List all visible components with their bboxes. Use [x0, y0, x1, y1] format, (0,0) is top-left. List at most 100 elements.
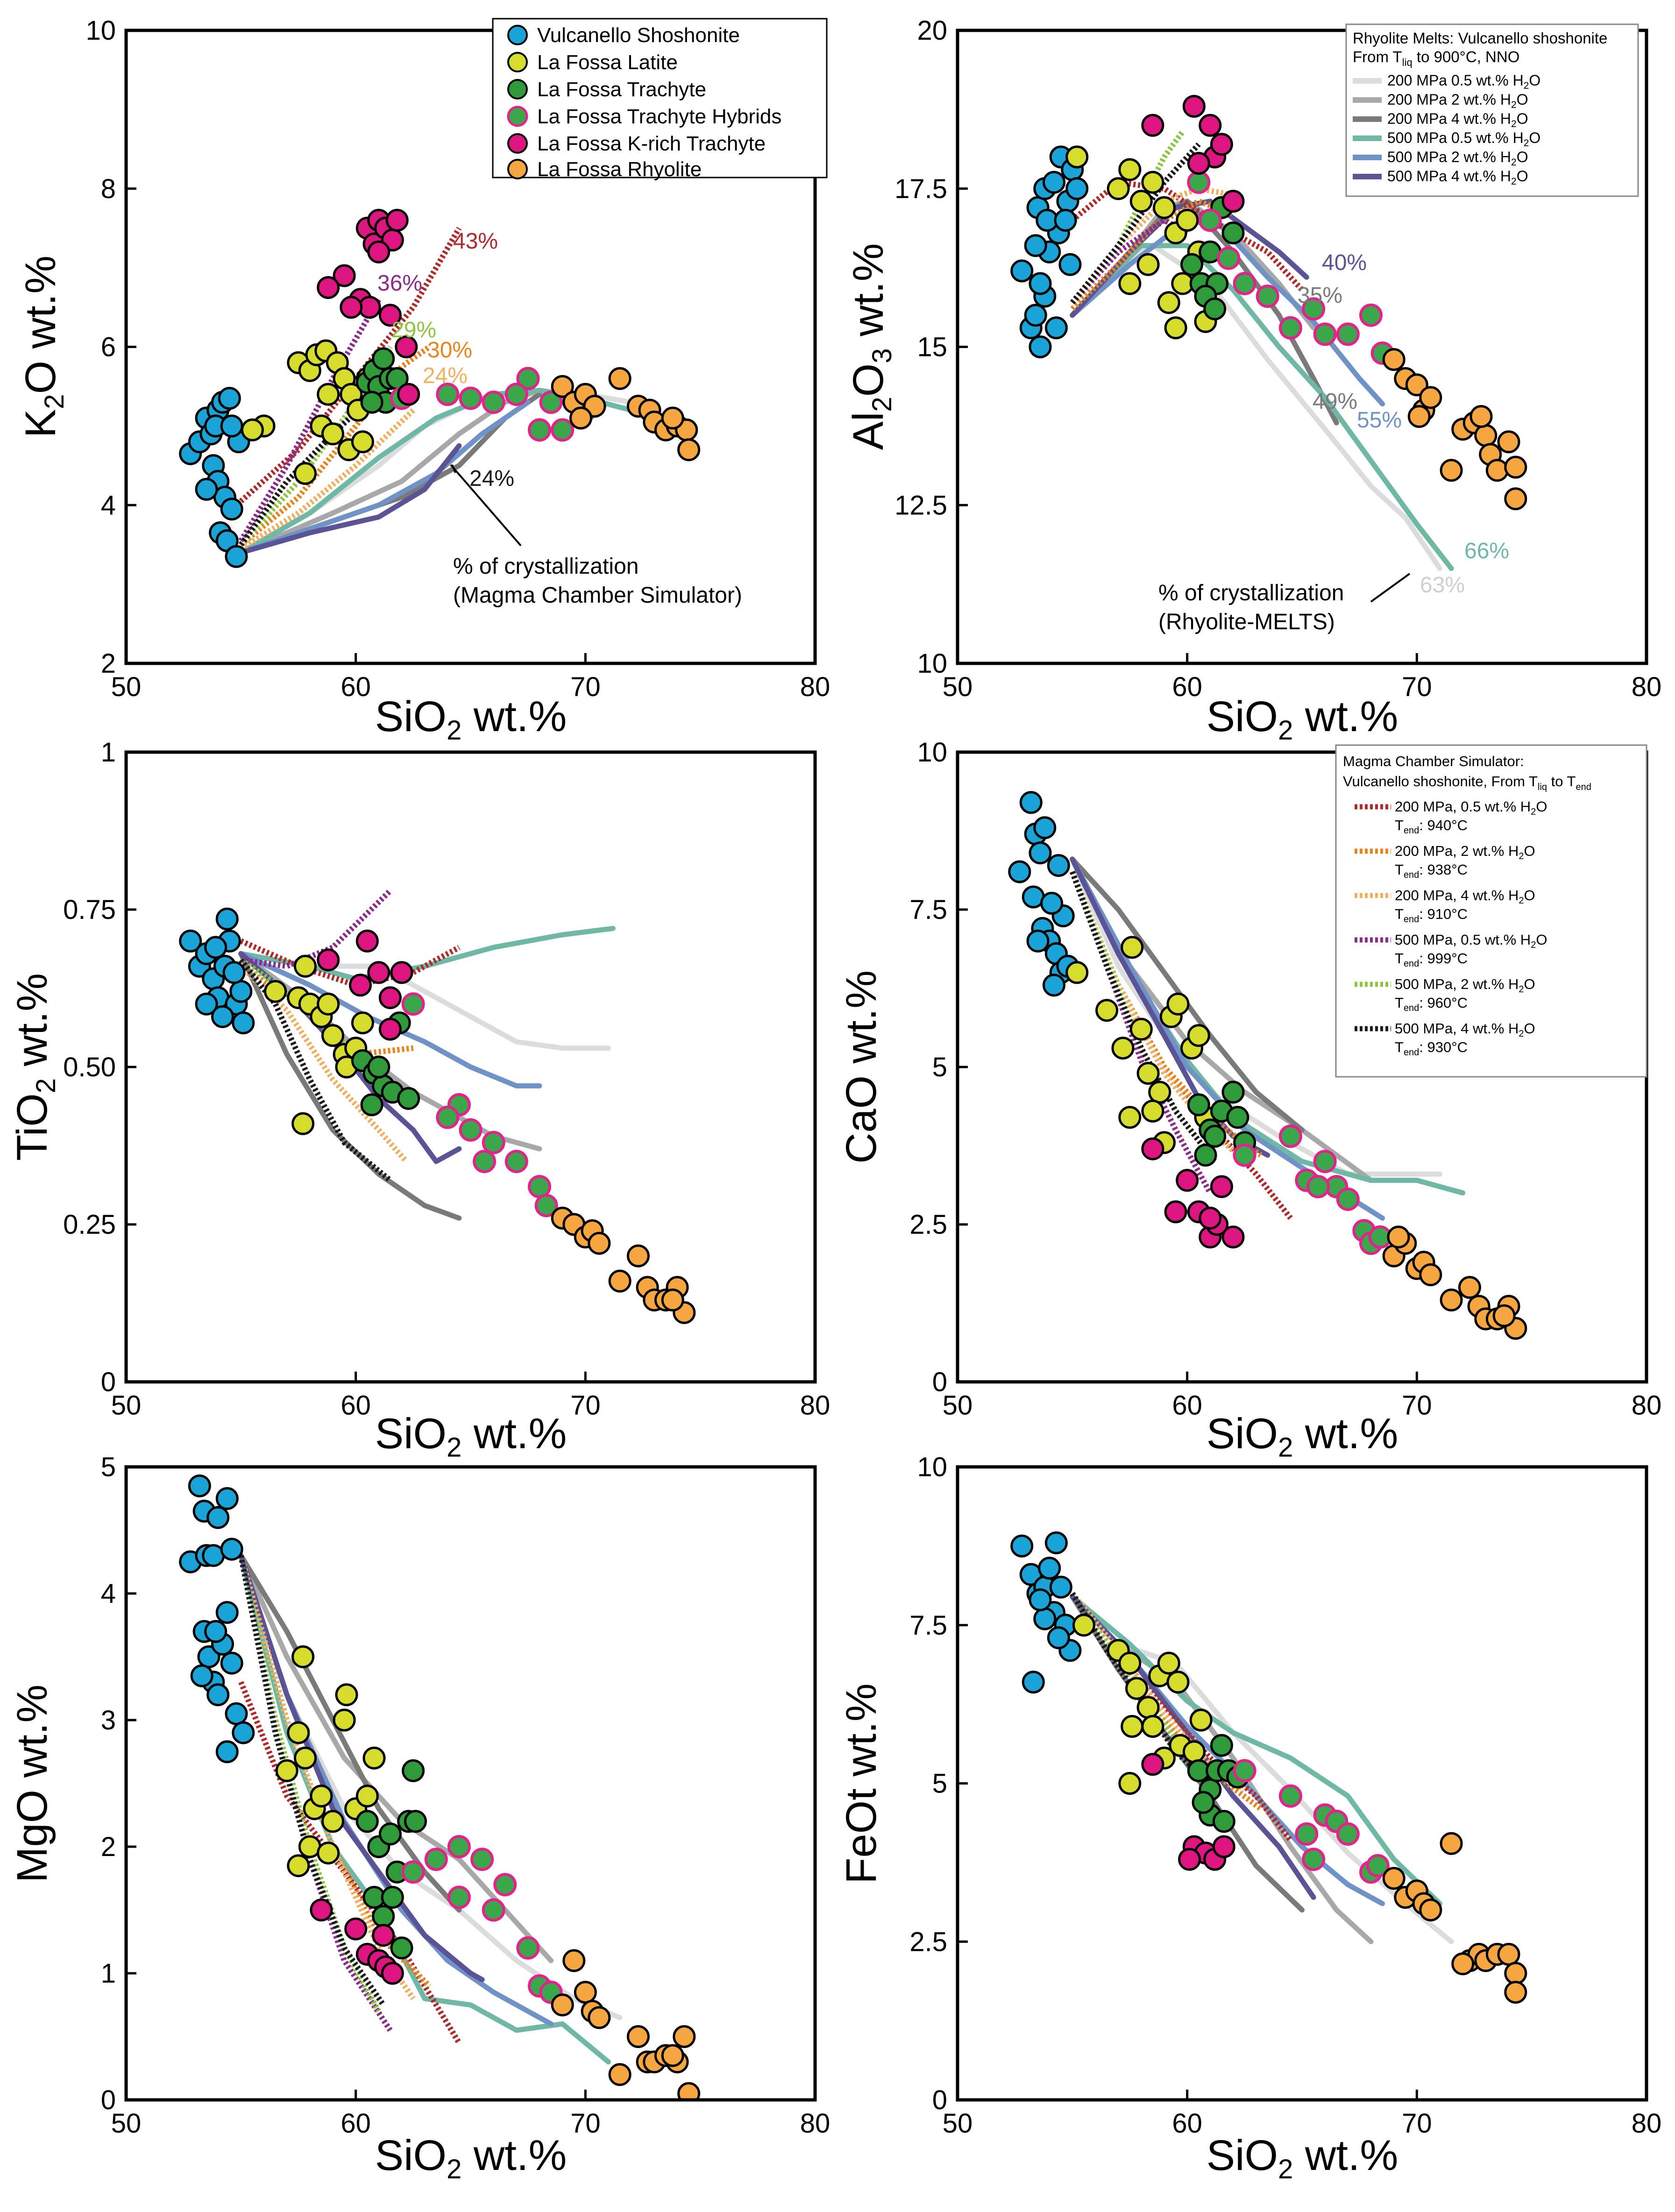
cao-point-la-fossa-latite	[1148, 1081, 1171, 1104]
al2o3-point-la-fossa-latite	[1164, 316, 1187, 340]
sample-legend: Vulcanello Shoshonite La Fossa Latite La…	[492, 18, 828, 181]
al2o3-point-vulcanello-shoshonite	[1010, 259, 1034, 283]
cao-mcs-curve-mcs-500-4	[1070, 871, 1213, 1157]
al2o3-point-la-fossa-latite	[1157, 291, 1180, 314]
cao-point-la-fossa-trachyte	[1187, 1093, 1210, 1117]
cao-point-k-rich-trachyte	[1176, 1169, 1199, 1192]
k2o-note-leader	[450, 464, 522, 547]
al2o3-point-la-fossa-rhyolite	[1440, 459, 1463, 482]
mgo-point-la-fossa-rhyolite	[588, 2006, 611, 2029]
feot-point-vulcanello-shoshonite	[1038, 1557, 1061, 1580]
cao-x-tick-label: 70	[1402, 1390, 1432, 1421]
mgo-point-la-fossa-trachyte	[355, 1810, 379, 1833]
mcs-legend-tend: Tend: 999°C	[1395, 950, 1468, 969]
cao-point-trachyte-hybrid	[1336, 1188, 1360, 1211]
k2o-y-tick-label: 6	[101, 332, 116, 363]
k2o-mcs-curve-mcs-500-05	[238, 298, 381, 542]
mgo-point-la-fossa-rhyolite	[562, 1949, 586, 1972]
mgo-point-la-fossa-rhyolite	[551, 1993, 574, 2017]
mgo-x-axis-title: SiO2 wt.%	[375, 2132, 567, 2184]
sample-legend-item: La Fossa Latite	[507, 51, 678, 74]
feot-point-la-fossa-trachyte	[1192, 1791, 1215, 1814]
mgo-plot-content	[179, 1474, 701, 2100]
melts-legend-label: 200 MPa 4 wt.% H2O	[1387, 110, 1528, 129]
k2o-note-leader-tick	[451, 464, 456, 473]
tio2-x-axis-title: SiO2 wt.%	[375, 1410, 567, 1463]
mgo-point-k-rich-trachyte	[310, 1899, 333, 1921]
al2o3-point-la-fossa-latite	[1107, 177, 1130, 200]
tio2-axis-ticks: 50 60 70 80 0 0.25 0.50 0.75 1	[63, 737, 830, 1421]
feot-point-la-fossa-latite	[1157, 1651, 1180, 1675]
mcs-legend-tend: Tend: 938°C	[1395, 861, 1468, 880]
mgo-point-vulcanello-shoshonite	[190, 1664, 213, 1687]
mcs-legend-title: Magma Chamber Simulator:	[1343, 753, 1524, 769]
mcs-legend-label: 200 MPa, 4 wt.% H2O	[1395, 887, 1535, 906]
cao-point-la-fossa-trachyte	[1226, 1106, 1249, 1129]
k2o-pct-label: 43%	[453, 229, 498, 254]
al2o3-point-k-rich-trachyte	[1199, 114, 1222, 137]
tio2-point-trachyte-hybrid	[401, 992, 425, 1016]
k2o-plot-content	[179, 209, 701, 568]
feot-point-la-fossa-rhyolite	[1504, 1981, 1527, 2004]
cao-y-tick-label: 7.5	[909, 895, 947, 925]
mgo-point-la-fossa-trachyte	[378, 1822, 402, 1846]
al2o3-pct-label: 40%	[1322, 250, 1367, 275]
mgo-point-trachyte-hybrid	[447, 1835, 471, 1858]
k2o-point-k-rich-trachyte	[340, 296, 363, 319]
mcs-legend-item: 200 MPa, 2 wt.% H2O Tend: 938°C	[1355, 843, 1535, 880]
al2o3-point-la-fossa-rhyolite	[1419, 386, 1442, 409]
al2o3-point-trachyte-hybrid	[1217, 246, 1241, 270]
feot-point-k-rich-trachyte	[1141, 1753, 1164, 1776]
cao-point-la-fossa-trachyte	[1194, 1144, 1217, 1167]
mgo-melts-curve-melts-200-4	[238, 1553, 462, 1913]
cao-point-trachyte-hybrid	[1306, 1175, 1330, 1199]
feot-point-la-fossa-latite	[1166, 1671, 1190, 1694]
al2o3-point-la-fossa-latite	[1141, 171, 1164, 194]
mgo-y-tick-label: 4	[101, 1579, 116, 1609]
melts-legend-item: 200 MPa 4 wt.% H2O	[1353, 110, 1528, 129]
mgo-point-trachyte-hybrid	[516, 1936, 540, 1960]
cao-point-vulcanello-shoshonite	[1008, 860, 1031, 883]
feot-y-tick-label: 5	[932, 1769, 947, 1799]
al2o3-point-la-fossa-latite	[1136, 253, 1160, 276]
feot-point-k-rich-trachyte	[1212, 1835, 1235, 1858]
cao-x-tick-label: 50	[943, 1390, 973, 1421]
cao-x-tick-label: 80	[1632, 1390, 1662, 1421]
feot-y-tick-label: 2.5	[909, 1927, 947, 1957]
feot-x-tick-label: 70	[1402, 2108, 1432, 2139]
k2o-point-la-fossa-rhyolite	[569, 406, 592, 430]
al2o3-y-tick-label: 12.5	[894, 490, 947, 520]
melts-legend-label: 200 MPa 2 wt.% H2O	[1387, 91, 1528, 110]
tio2-point-la-fossa-trachyte	[360, 1093, 383, 1117]
tio2-y-tick-label: 0.75	[63, 895, 116, 925]
k2o-point-vulcanello-shoshonite	[218, 387, 241, 410]
feot-point-vulcanello-shoshonite	[1049, 1575, 1072, 1599]
tio2-point-trachyte-hybrid	[534, 1194, 558, 1217]
al2o3-point-la-fossa-latite	[1153, 196, 1176, 219]
mgo-point-vulcanello-shoshonite	[206, 1683, 230, 1707]
mgo-point-la-fossa-latite	[321, 1810, 344, 1833]
mgo-point-trachyte-hybrid	[470, 1848, 494, 1871]
k2o-point-la-fossa-latite	[294, 462, 317, 485]
sample-legend-item: La Fossa K-rich Trachyte	[507, 132, 766, 155]
mgo-point-la-fossa-rhyolite	[574, 1981, 597, 2004]
cao-point-vulcanello-shoshonite	[1047, 854, 1070, 877]
al2o3-point-la-fossa-latite	[1176, 209, 1199, 232]
tio2-point-k-rich-trachyte	[355, 929, 379, 953]
feot-point-trachyte-hybrid	[1278, 1784, 1302, 1808]
mgo-y-tick-label: 2	[101, 1832, 116, 1862]
cao-point-la-fossa-latite	[1121, 936, 1144, 959]
tio2-point-trachyte-hybrid	[436, 1105, 460, 1129]
feot-point-la-fossa-trachyte	[1210, 1734, 1233, 1757]
cao-point-k-rich-trachyte	[1221, 1225, 1245, 1249]
tio2-point-k-rich-trachyte	[378, 1017, 402, 1041]
mgo-point-la-fossa-latite	[291, 1645, 315, 1668]
al2o3-point-la-fossa-rhyolite	[1469, 405, 1493, 428]
al2o3-y-tick-label: 17.5	[894, 174, 947, 204]
mgo-point-trachyte-hybrid	[447, 1885, 471, 1909]
al2o3-point-vulcanello-shoshonite	[1043, 171, 1065, 194]
k2o-pct-label: 24%	[423, 363, 468, 388]
k2o-x-tick-label: 80	[800, 672, 830, 702]
al2o3-point-la-fossa-rhyolite	[1474, 424, 1498, 447]
